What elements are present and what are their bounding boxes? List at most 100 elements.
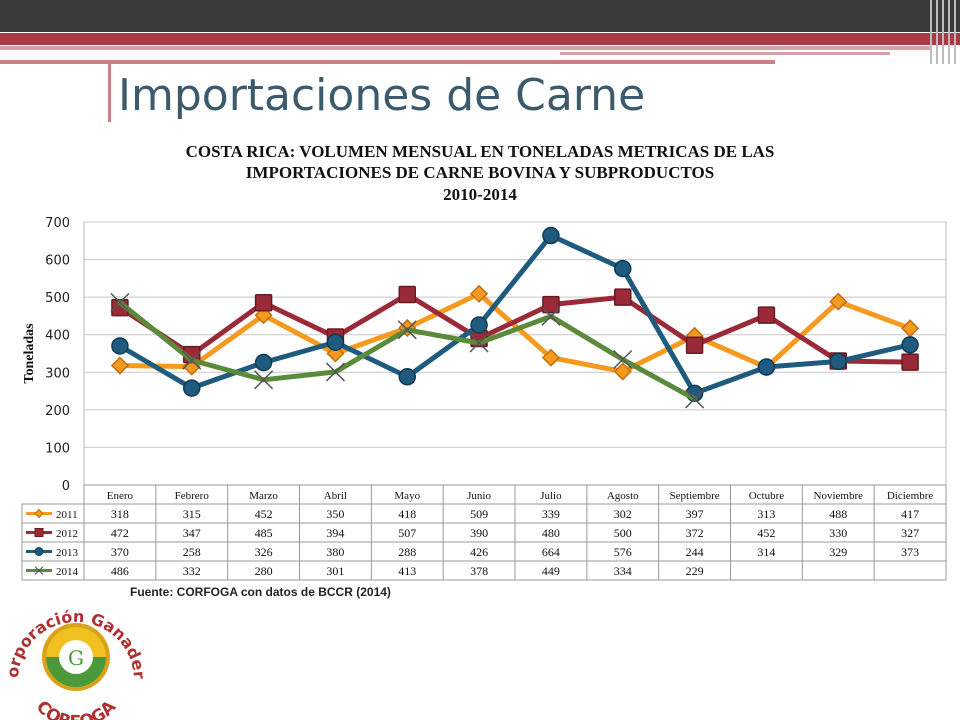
data-point-2012 — [757, 306, 776, 324]
chart-title-line-3: 2010-2014 — [443, 185, 517, 204]
table-value-2014: 332 — [183, 564, 201, 578]
table-value-2012: 500 — [614, 526, 632, 540]
gear-icon: G — [42, 623, 110, 691]
x-category-label: Diciembre — [887, 490, 934, 502]
y-axis-label: Toneladas — [22, 323, 37, 384]
data-point-2013 — [111, 337, 129, 355]
data-point-2014 — [397, 320, 417, 340]
series-line-2013 — [117, 233, 913, 396]
data-point-2012 — [398, 285, 416, 304]
top-dark-bar — [0, 0, 960, 32]
data-point-2013 — [183, 379, 201, 397]
svg-text:G: G — [68, 646, 84, 670]
table-value-2013: 258 — [183, 545, 201, 559]
table-value-2013: 326 — [255, 545, 273, 559]
table-value-2012: 452 — [757, 526, 775, 540]
table-value-2011: 339 — [542, 507, 560, 521]
legend-label-2011: 2011 — [56, 509, 78, 521]
table-value-2013: 426 — [470, 545, 488, 559]
data-point-2012 — [542, 295, 560, 314]
table-value-2011: 417 — [901, 507, 919, 521]
page-title: Importaciones de Carne — [118, 70, 646, 121]
data-point-2014 — [325, 362, 345, 382]
series-line-2012 — [117, 292, 913, 365]
x-category-label: Julio — [540, 490, 562, 502]
x-category-label: Octubre — [749, 490, 785, 502]
decorative-line — [0, 60, 775, 64]
data-point-2014 — [685, 389, 705, 409]
table-value-2012: 390 — [470, 526, 488, 540]
data-point-2013 — [757, 358, 776, 376]
table-value-2011: 488 — [829, 507, 847, 521]
data-point-2013 — [470, 316, 488, 334]
chart-title-line-1: COSTA RICA: VOLUMEN MENSUAL EN TONELADAS… — [185, 142, 775, 161]
series-line-2011 — [117, 291, 913, 375]
plot-area — [83, 221, 947, 486]
corfoga-logo: G Corporación Ganadera CORFOGA — [0, 585, 149, 720]
table-value-2012: 472 — [111, 526, 129, 540]
table-value-2011: 397 — [686, 507, 704, 521]
data-point-2014 — [613, 349, 633, 370]
table-value-2012: 507 — [398, 526, 416, 540]
data-point-2012 — [254, 294, 273, 312]
y-tick-label: 500 — [45, 291, 70, 306]
data-point-2013 — [398, 368, 416, 386]
data-point-2013 — [542, 226, 560, 245]
table-value-2013: 329 — [829, 545, 847, 559]
table-value-2012: 330 — [829, 526, 847, 540]
table-value-2013: 244 — [686, 545, 704, 559]
table-value-2014: 334 — [614, 564, 632, 578]
legend-label-2013: 2013 — [56, 547, 79, 559]
table-value-2013: 288 — [398, 545, 416, 559]
table-value-2013: 380 — [326, 545, 344, 559]
table-value-2014: 280 — [255, 564, 273, 578]
table-value-2012: 327 — [901, 526, 919, 540]
source-note: Fuente: CORFOGA con datos de BCCR (2014) — [130, 585, 391, 599]
x-category-label: Septiembre — [670, 490, 720, 502]
x-category-label: Enero — [107, 490, 134, 502]
decorative-line — [560, 52, 890, 55]
table-value-2014: 378 — [470, 564, 488, 578]
table-value-2012: 347 — [183, 526, 201, 540]
data-point-2014 — [469, 333, 489, 353]
svg-text:CORFOGA: CORFOGA — [32, 696, 121, 720]
data-point-2014 — [182, 350, 202, 370]
table-value-2011: 350 — [326, 507, 344, 521]
data-point-2011 — [541, 348, 560, 367]
y-tick-label: 700 — [45, 216, 70, 231]
table-value-2013: 664 — [542, 545, 560, 559]
x-category-label: Noviembre — [814, 490, 864, 502]
table-value-2014: 413 — [398, 564, 416, 578]
x-category-label: Febrero — [175, 490, 210, 502]
y-tick-label: 400 — [45, 329, 70, 344]
data-point-2013 — [614, 259, 632, 278]
legend-marker-2014 — [34, 566, 44, 575]
table-value-2014: 486 — [111, 564, 129, 578]
data-point-2011 — [613, 362, 632, 381]
table-value-2011: 452 — [255, 507, 273, 521]
table-value-2011: 318 — [111, 507, 129, 521]
data-point-2011 — [829, 292, 848, 311]
data-point-2012 — [685, 336, 704, 354]
data-point-2013 — [326, 333, 345, 351]
table-value-2013: 370 — [111, 545, 129, 559]
table-value-2014: 301 — [326, 564, 344, 578]
y-tick-label: 600 — [45, 254, 70, 269]
table-value-2013: 314 — [757, 545, 775, 559]
data-point-2012 — [614, 288, 632, 306]
table-value-2012: 372 — [686, 526, 704, 540]
table-value-2013: 576 — [614, 545, 632, 559]
decorative-stripes — [928, 0, 960, 64]
legend-marker-2012 — [34, 528, 44, 537]
table-value-2011: 315 — [183, 507, 201, 521]
data-point-2013 — [901, 336, 919, 354]
table-value-2011: 313 — [757, 507, 775, 521]
table-value-2011: 302 — [614, 507, 632, 521]
y-tick-label: 0 — [62, 479, 70, 494]
x-category-label: Marzo — [249, 490, 278, 502]
legend-label-2012: 2012 — [56, 528, 78, 540]
table-value-2012: 394 — [326, 526, 344, 540]
data-point-2014 — [110, 292, 130, 312]
data-point-2013 — [829, 352, 847, 371]
